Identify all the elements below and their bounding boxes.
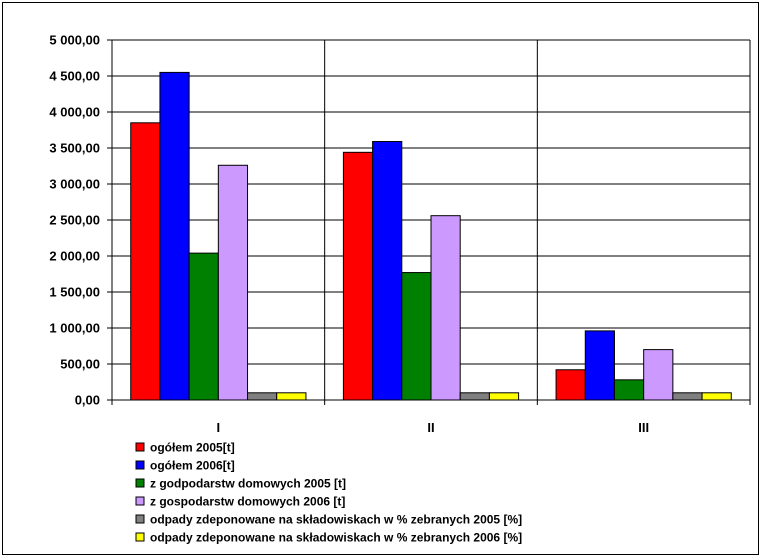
legend: ogółem 2005[t] ogółem 2006[t] z godpodarst…	[135, 441, 522, 545]
bar	[459, 392, 490, 401]
bar	[276, 392, 307, 401]
legend-label: ogółem 2005[t]	[150, 441, 235, 455]
x-tick-label: II	[427, 420, 434, 435]
bar	[342, 151, 374, 401]
y-tick-label: 1 500,00	[49, 285, 100, 300]
legend-swatch	[135, 496, 145, 506]
bars-layer	[130, 71, 732, 401]
x-tick-label: I	[217, 420, 221, 435]
legend-label: ogółem 2006[t]	[150, 459, 235, 473]
axes-layer: 0,00 500,00 1 000,00 1 500,00 2 000,00 2 500,…	[49, 33, 751, 435]
legend-swatch	[135, 442, 145, 452]
bar	[217, 164, 249, 401]
y-tick-label: 5 000,00	[49, 33, 100, 48]
bar	[247, 392, 278, 401]
legend-label: z godpodarstw domowych 2005 [t]	[150, 477, 346, 491]
bar	[430, 215, 461, 401]
bar	[372, 141, 403, 401]
bar	[555, 369, 586, 401]
legend-swatch	[135, 460, 145, 470]
x-tick-label: III	[638, 420, 649, 435]
legend-label: z gospodarstw domowych 2006 [t]	[150, 495, 345, 509]
y-tick-label: 1 000,00	[49, 321, 100, 336]
bar	[159, 71, 190, 401]
bar	[613, 379, 645, 401]
bar	[488, 392, 520, 401]
y-tick-label: 500,00	[60, 357, 100, 372]
legend-swatch	[135, 478, 145, 488]
bar	[701, 392, 732, 401]
legend-swatch	[135, 532, 145, 542]
bar	[401, 272, 432, 401]
bar	[672, 392, 703, 401]
y-tick-label: 4 000,00	[49, 105, 100, 120]
y-tick-label: 2 000,00	[49, 249, 100, 264]
legend-label: odpady zdeponowane na składowiskach w % …	[150, 513, 522, 527]
bar	[130, 122, 161, 401]
y-tick-label: 3 500,00	[49, 141, 100, 156]
legend-swatch	[135, 514, 145, 524]
bar	[643, 349, 674, 401]
bar	[188, 252, 219, 401]
legend-label: odpady zdeponowane na składowiskach w % …	[150, 531, 522, 545]
y-tick-label: 3 000,00	[49, 177, 100, 192]
y-tick-label: 0,00	[75, 393, 100, 408]
y-tick-label: 4 500,00	[49, 69, 100, 84]
y-tick-label: 2 500,00	[49, 213, 100, 228]
bar	[584, 330, 615, 401]
